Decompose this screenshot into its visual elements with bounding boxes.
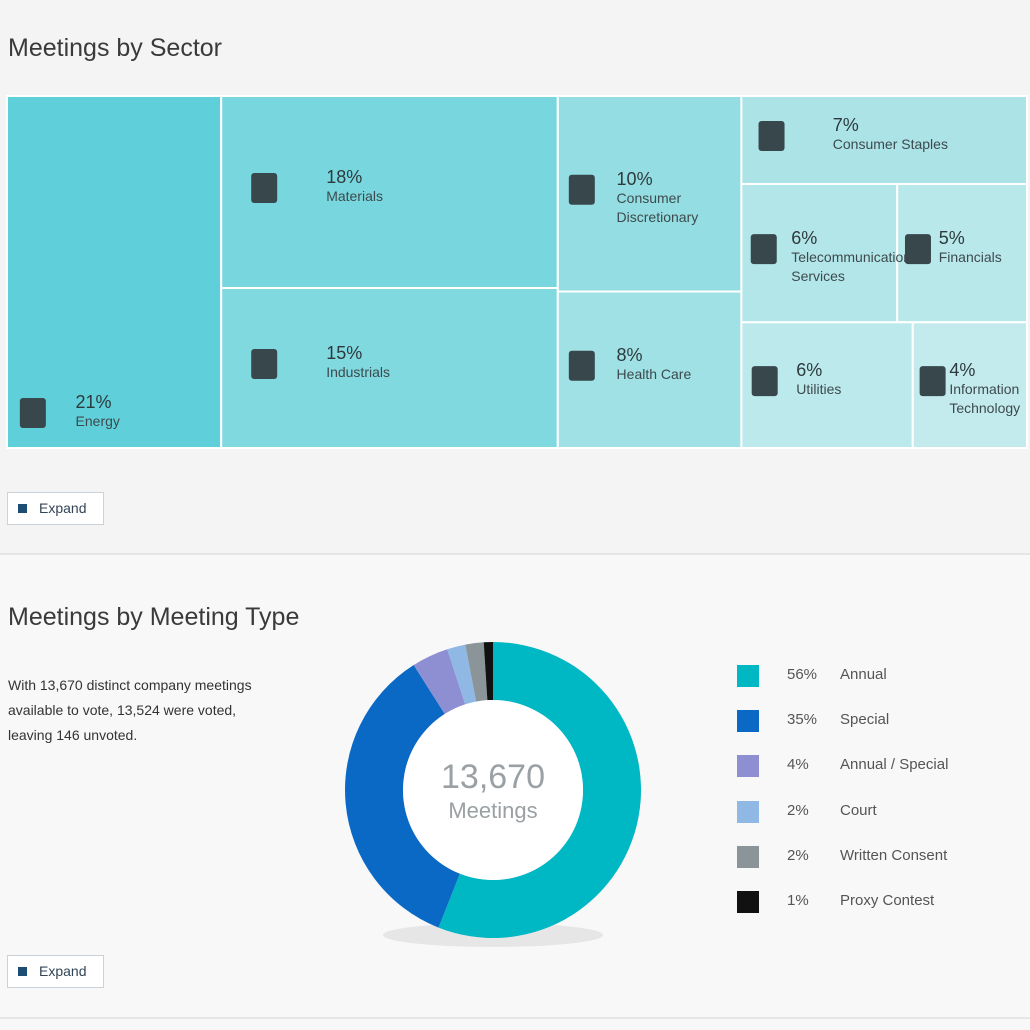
legend-value-label: 4% (787, 756, 809, 774)
donut-segment (483, 642, 493, 701)
tile-name: Telecommunication Services (791, 249, 912, 285)
tile-value-label: 6% (791, 228, 818, 249)
legend-swatch (737, 755, 759, 778)
expand-button[interactable]: Expand (7, 492, 104, 525)
tile-label: 5% Financials (939, 229, 1023, 267)
tile-name: Utilities (796, 381, 842, 398)
sector-icon (758, 121, 785, 151)
legend-label: Proxy Contest (840, 892, 935, 909)
legend-swatch (737, 845, 759, 868)
button-label: Expand (39, 963, 87, 979)
tile-name: Information Technology (949, 381, 1021, 417)
legend-value-label: 35% (787, 711, 818, 729)
donut-center-value: 13,670 (441, 758, 545, 796)
tile-name: Consumer Discretionary (616, 189, 699, 225)
legend-label: Special (840, 711, 890, 729)
legend-swatch (737, 800, 759, 823)
sector-icon (19, 398, 46, 428)
sector-icon (751, 366, 778, 397)
treemap-tile (220, 287, 559, 449)
donut-hole (403, 700, 583, 880)
donut-segment (465, 642, 488, 702)
tile-label: 6% Utilities (796, 361, 909, 399)
legend-swatch (737, 891, 759, 913)
sector-icon (750, 234, 777, 265)
summary-text: With 13,670 distinct company meetings av… (8, 677, 252, 743)
tile-value-label: 7% (832, 115, 859, 135)
sector-icon (251, 349, 278, 379)
tile-name: Energy (75, 413, 120, 429)
tile-name: Consumer Staples (832, 136, 948, 152)
tile-name: Health Care (616, 365, 692, 382)
tile-label: 21% Energy (76, 393, 218, 431)
tile-value-label: 15% (326, 343, 363, 363)
legend-label: Annual / Special (840, 756, 949, 774)
tile-label: 18% Materials (326, 168, 554, 206)
sector-icon (919, 366, 946, 397)
expand-icon (18, 967, 27, 976)
treemap-tile (740, 95, 1029, 185)
donut-segment (438, 642, 642, 938)
tile-label: 10% Consumer Discretionary (616, 168, 738, 227)
donut-segment (413, 649, 466, 715)
tile-label: 15% Industrials (326, 344, 554, 382)
tile-value-label: 21% (75, 392, 112, 412)
treemap-tile (220, 95, 559, 289)
tile-name: Financials (938, 249, 1002, 266)
sector-icon (568, 350, 595, 381)
legend-value-label: 1% (787, 892, 809, 909)
chart-title: Meetings by Meeting Type (8, 603, 300, 631)
legend-value-label: 2% (787, 846, 809, 864)
sector-icon (904, 234, 931, 265)
tile-label: 8% Health Care (616, 344, 738, 384)
button-label: Expand (39, 500, 87, 516)
tile-name: Materials (326, 188, 383, 204)
tile-value-label: 8% (616, 344, 643, 365)
sector-icon (251, 173, 278, 203)
tile-value-label: 5% (938, 228, 965, 249)
donut-segment (447, 644, 477, 705)
expand-icon (18, 504, 27, 513)
tile-value-label: 4% (949, 360, 976, 381)
tile-label: 4% Information Technology (949, 361, 1023, 418)
tile-value-label: 6% (796, 360, 823, 381)
donut-segment (345, 665, 460, 928)
donut-center-label: Meetings (448, 798, 538, 823)
chart-title: Meetings by Sector (8, 34, 222, 62)
tile-name: Industrials (326, 364, 390, 380)
sector-icon (568, 174, 595, 205)
tile-label: 7% Consumer Staples (833, 116, 1023, 154)
legend-value-label: 2% (787, 801, 809, 819)
tile-value-label: 18% (326, 167, 363, 187)
tile-label: 6% Telecommunication Services (791, 228, 912, 286)
legend-swatch (737, 710, 759, 733)
expand-button[interactable]: Expand (7, 955, 104, 988)
tile-value-label: 10% (616, 168, 653, 189)
legend-label: Annual (840, 666, 887, 683)
legend-label: Written Consent (840, 846, 948, 864)
legend-swatch (737, 665, 759, 687)
legend-value-label: 56% (787, 666, 818, 683)
legend-label: Court (840, 801, 877, 819)
